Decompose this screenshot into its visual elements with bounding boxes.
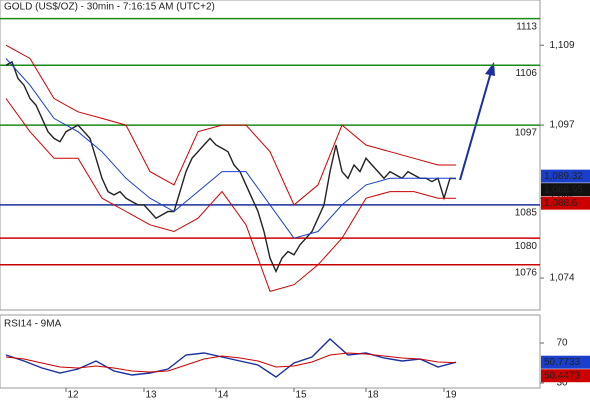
series-line (5, 98, 456, 293)
x-tick-label: 19 (445, 390, 457, 400)
level-label: 1080 (515, 241, 538, 252)
x-tick-label: 13 (145, 390, 157, 400)
x-tick-label: 14 (217, 390, 229, 400)
price-tag-label: 1,088.6 (544, 198, 578, 209)
x-tick-label: 12 (67, 390, 79, 400)
level-label: 1076 (515, 267, 538, 278)
rsi-panel (0, 314, 541, 389)
y-tick-label: 70 (556, 338, 568, 349)
price-tag-label: 50.7733 (544, 357, 581, 368)
price-tag (541, 183, 590, 197)
x-tick-label: 18 (367, 390, 379, 400)
x-tick-label: 15 (295, 390, 307, 400)
series-line (5, 352, 457, 373)
chart-title: GOLD (US$/OZ) - 30min - 7:16:15 AM (UTC+… (4, 2, 215, 13)
price-tag (541, 355, 590, 369)
forecast-arrow (459, 71, 492, 181)
price-tag-label: 50.4473 (544, 370, 581, 381)
y-tick-label: 1,074 (549, 273, 574, 284)
level-label: 1097 (515, 128, 538, 139)
series-line (5, 58, 456, 239)
price-tag (541, 196, 590, 210)
level-label: 1113 (516, 21, 537, 32)
y-tick-label: 30 (556, 378, 568, 389)
series-line (5, 60, 457, 274)
price-tag (541, 369, 590, 383)
level-label: 1106 (515, 68, 537, 79)
price-tag-label: 1,089.32 (544, 171, 583, 182)
price-tag (541, 169, 590, 183)
price-tag-label: 1,088.95 (544, 184, 583, 195)
main-panel (0, 0, 541, 311)
level-label: 1085 (515, 208, 538, 219)
series-line (5, 44, 456, 206)
y-tick-label: 1,097 (549, 120, 574, 131)
y-tick-label: 1,109 (549, 40, 574, 51)
rsi-title: RSI14 - 9MA (4, 319, 62, 330)
